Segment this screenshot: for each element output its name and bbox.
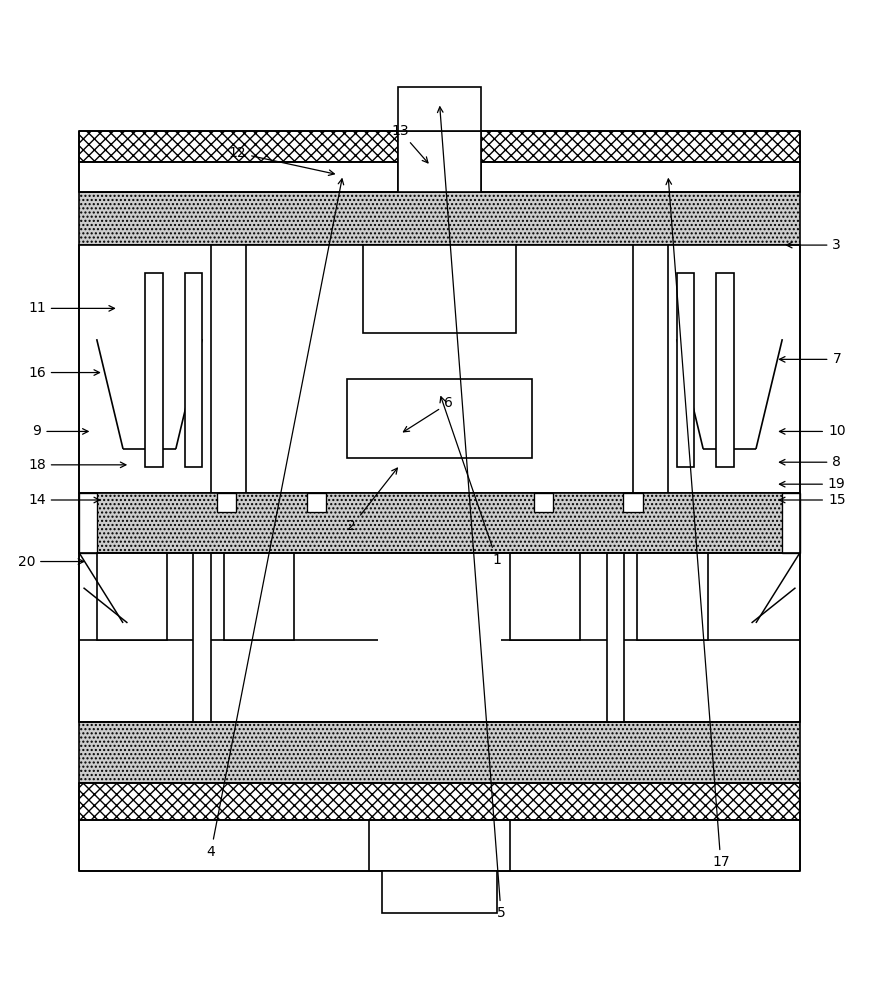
Bar (79, 245, 799, 493)
Bar (79, 783, 799, 820)
Bar (193, 553, 211, 722)
Bar (397, 162, 481, 192)
Bar (79, 493, 799, 553)
Bar (79, 192, 799, 245)
Bar (533, 493, 552, 512)
Bar (79, 493, 97, 553)
Bar (509, 553, 579, 640)
Bar (716, 273, 733, 467)
Bar (606, 553, 623, 722)
Text: 7: 7 (779, 352, 840, 366)
Text: 10: 10 (779, 424, 845, 438)
Text: 12: 12 (228, 146, 334, 175)
Bar (637, 553, 707, 640)
Bar (781, 493, 799, 553)
Bar (145, 273, 162, 467)
Bar (79, 131, 397, 162)
Text: 14: 14 (28, 493, 99, 507)
Text: 8: 8 (779, 455, 840, 469)
Bar (306, 493, 326, 512)
Bar (79, 162, 397, 192)
Bar (79, 820, 799, 871)
Text: 2: 2 (347, 468, 397, 533)
Text: 20: 20 (18, 555, 83, 569)
Bar (79, 722, 799, 783)
Text: 3: 3 (786, 238, 840, 252)
Bar (676, 273, 694, 467)
Bar (362, 245, 516, 333)
Text: 19: 19 (779, 477, 845, 491)
Text: 1: 1 (440, 397, 500, 567)
Bar (217, 493, 236, 512)
Bar (481, 131, 799, 162)
Text: 4: 4 (206, 179, 343, 859)
Bar (184, 273, 202, 467)
Bar (79, 553, 799, 722)
Text: 11: 11 (28, 301, 114, 315)
Text: 15: 15 (779, 493, 845, 507)
Bar (397, 87, 481, 131)
Bar (397, 131, 481, 162)
Text: 16: 16 (28, 366, 99, 380)
Bar (623, 493, 642, 512)
Bar (481, 162, 799, 192)
Text: 9: 9 (32, 424, 88, 438)
Text: 17: 17 (666, 179, 729, 869)
Text: 5: 5 (437, 107, 505, 920)
Bar (97, 553, 167, 640)
Text: 6: 6 (403, 396, 452, 432)
Bar (224, 553, 294, 640)
Text: 13: 13 (391, 124, 428, 163)
Text: 18: 18 (28, 458, 126, 472)
Bar (347, 379, 531, 458)
Bar (382, 871, 496, 913)
